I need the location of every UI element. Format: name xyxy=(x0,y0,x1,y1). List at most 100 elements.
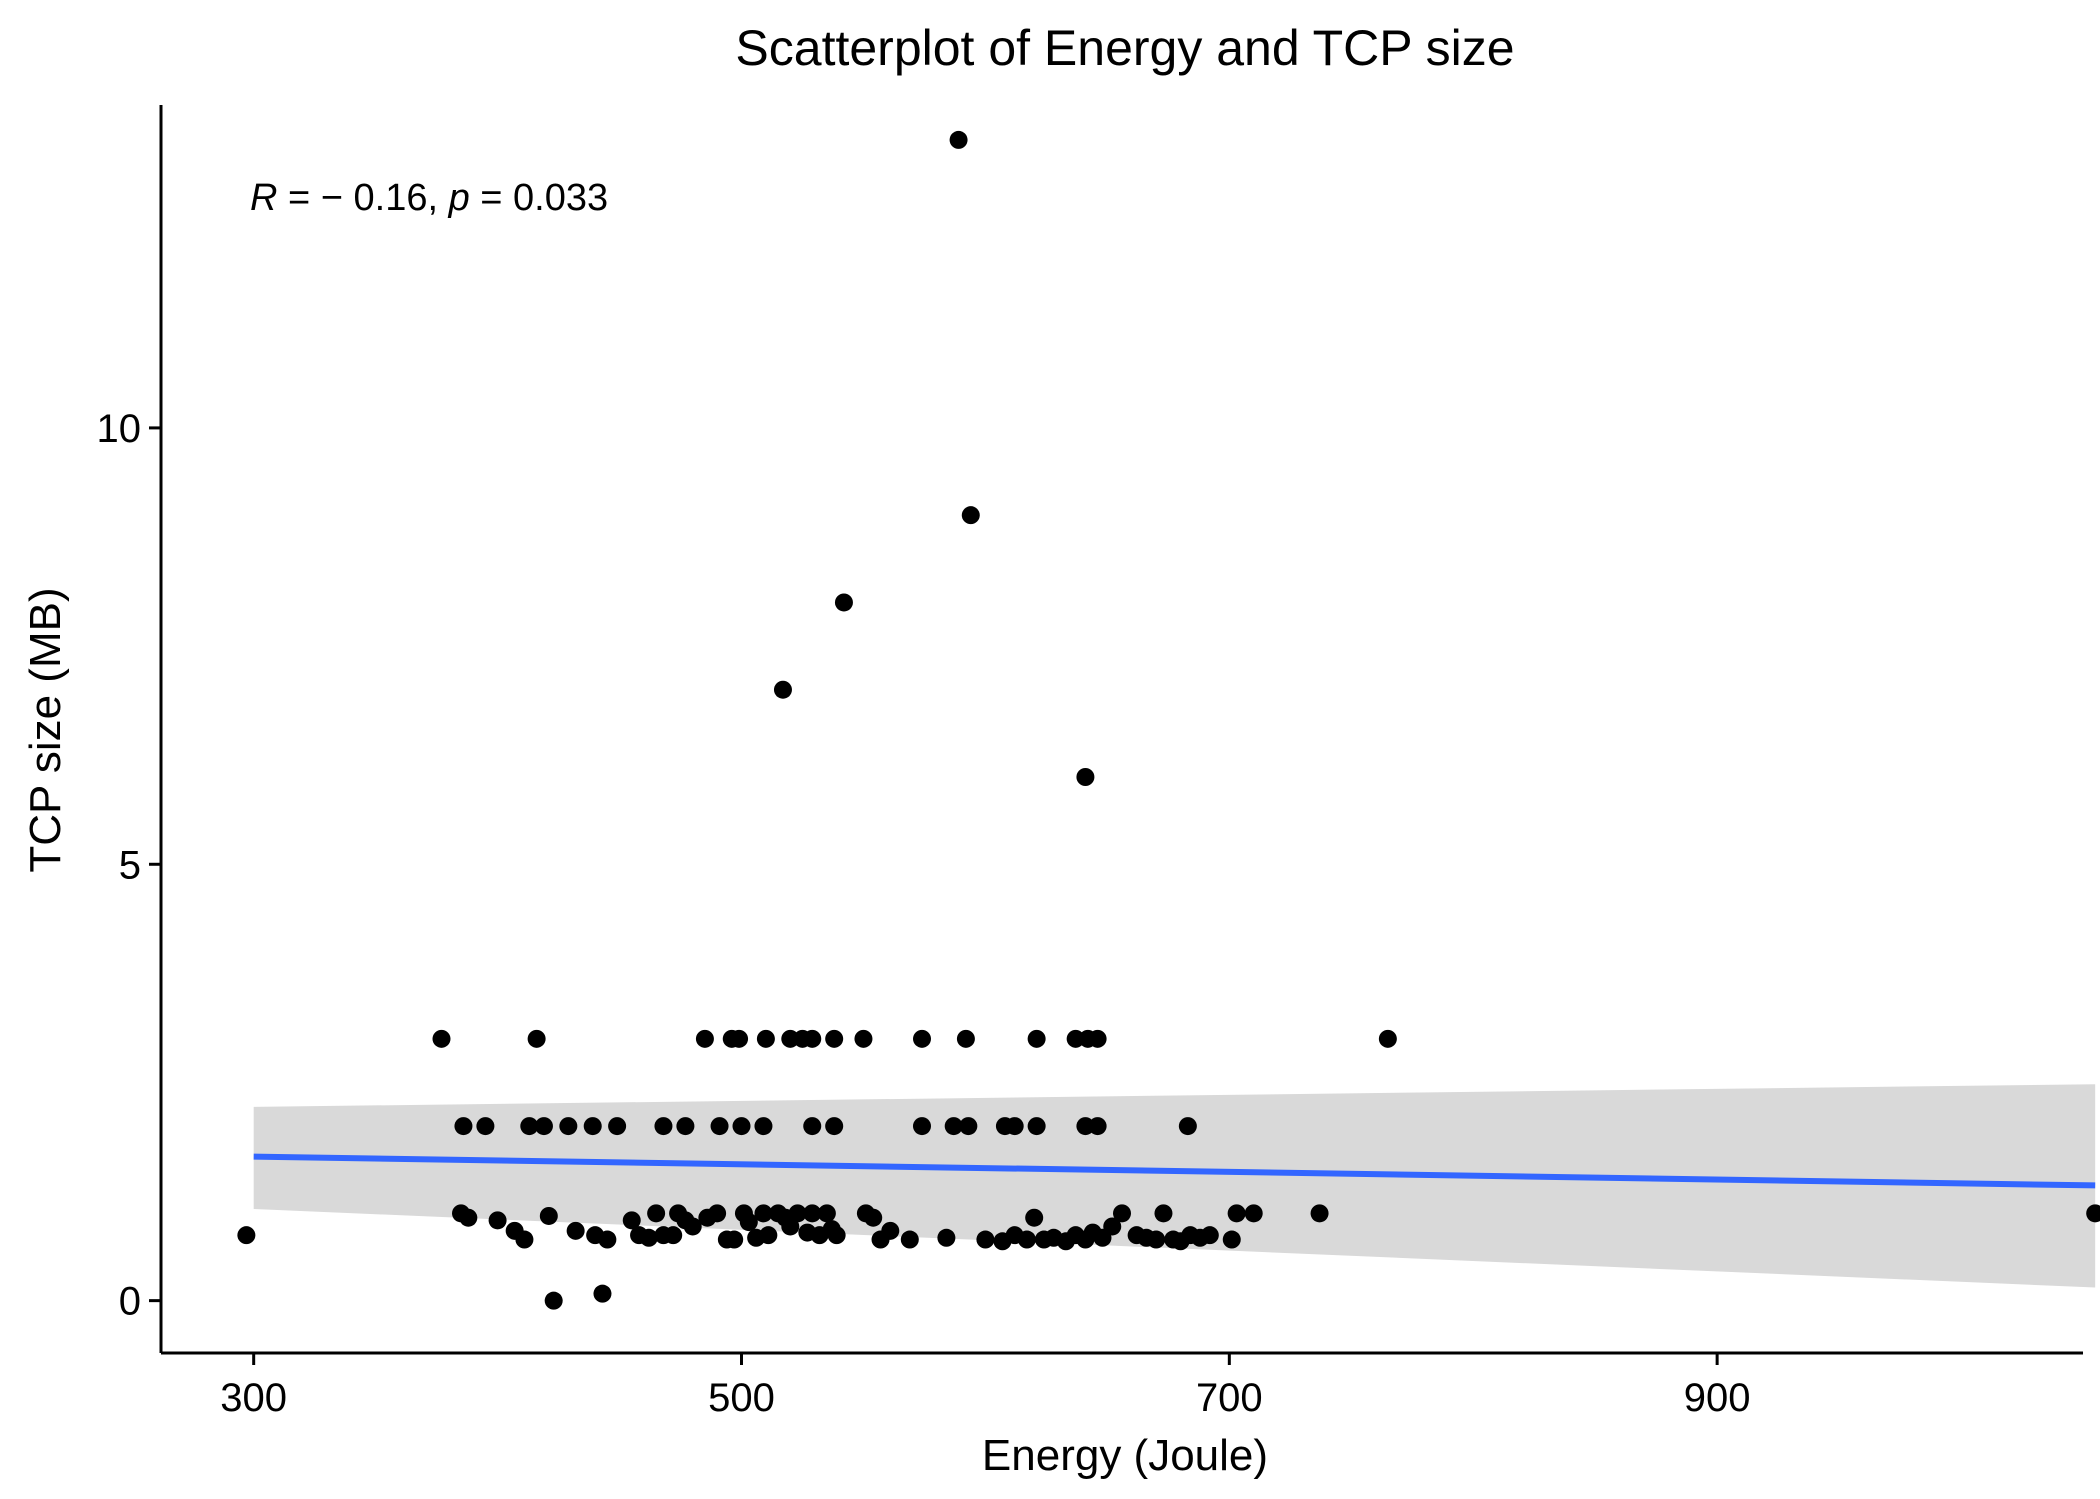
data-point xyxy=(1147,1230,1166,1249)
data-point xyxy=(2086,1204,2100,1223)
data-point xyxy=(1076,768,1095,786)
data-point xyxy=(539,1206,558,1225)
x-tick-label: 700 xyxy=(1196,1376,1263,1420)
data-point xyxy=(1027,1029,1046,1048)
correlation-annotation: R = − 0.16, p = 0.033 xyxy=(250,177,608,219)
data-point xyxy=(1113,1204,1131,1223)
p-value: = 0.033 xyxy=(470,177,608,219)
data-point xyxy=(937,1228,956,1247)
x-tick-label: 500 xyxy=(708,1376,775,1420)
data-point xyxy=(961,506,980,525)
data-point xyxy=(773,680,792,699)
p-symbol: p xyxy=(448,177,470,219)
data-point xyxy=(544,1291,563,1310)
data-point xyxy=(676,1117,695,1136)
data-point xyxy=(730,1029,749,1048)
regression-line-layer xyxy=(253,1153,2096,1189)
data-point xyxy=(598,1230,617,1249)
data-point xyxy=(683,1217,702,1236)
data-point xyxy=(959,1117,978,1136)
data-point xyxy=(825,1117,844,1136)
data-point xyxy=(976,1230,995,1249)
points-layer xyxy=(237,130,2100,1310)
data-point xyxy=(912,1117,931,1136)
data-point xyxy=(708,1204,727,1223)
data-point xyxy=(520,1117,539,1136)
data-point xyxy=(827,1226,846,1245)
data-point xyxy=(825,1029,844,1048)
data-point xyxy=(1227,1204,1246,1223)
data-point xyxy=(1378,1029,1397,1048)
data-point xyxy=(454,1117,473,1136)
data-point xyxy=(759,1226,778,1245)
data-point xyxy=(756,1029,775,1048)
data-point xyxy=(1025,1208,1044,1227)
y-tick-label: 10 xyxy=(97,407,142,451)
data-point xyxy=(695,1029,714,1048)
data-point xyxy=(1154,1204,1173,1223)
data-point xyxy=(459,1208,478,1227)
y-tick-label: 0 xyxy=(119,1280,141,1324)
y-axis-label: TCP size (MB) xyxy=(21,587,70,872)
data-point xyxy=(803,1029,822,1048)
x-tick-label: 300 xyxy=(220,1376,287,1420)
data-point xyxy=(639,1228,658,1247)
data-point xyxy=(803,1117,822,1136)
data-point xyxy=(739,1213,758,1232)
data-point xyxy=(622,1211,641,1230)
data-point xyxy=(732,1117,751,1136)
data-point xyxy=(1088,1029,1107,1048)
data-point xyxy=(608,1117,627,1136)
data-point xyxy=(949,130,968,149)
data-point xyxy=(754,1117,773,1136)
data-point xyxy=(834,593,853,612)
y-tick-label: 5 xyxy=(119,843,141,887)
data-point xyxy=(710,1117,729,1136)
data-point xyxy=(476,1117,495,1136)
data-point xyxy=(1178,1117,1197,1136)
data-point xyxy=(647,1204,666,1223)
data-point xyxy=(1027,1117,1046,1136)
data-point xyxy=(432,1029,451,1048)
data-point xyxy=(1088,1117,1107,1136)
data-point xyxy=(803,1204,822,1223)
data-point xyxy=(788,1204,807,1223)
data-point xyxy=(944,1117,963,1136)
regression-line xyxy=(253,1153,2096,1189)
confidence-band-layer xyxy=(253,1084,2096,1288)
data-point xyxy=(559,1117,578,1136)
data-point xyxy=(1310,1204,1329,1223)
data-point xyxy=(1005,1117,1024,1136)
data-point xyxy=(583,1117,602,1136)
data-point xyxy=(488,1211,507,1230)
data-point xyxy=(1222,1230,1241,1249)
data-point xyxy=(854,1029,873,1048)
x-axis-label: Energy (Joule) xyxy=(982,1431,1268,1480)
data-point xyxy=(817,1204,836,1223)
data-point xyxy=(566,1221,585,1240)
data-point xyxy=(1103,1217,1122,1236)
x-ticks: 300 500 700 900 xyxy=(220,1353,1751,1420)
data-point xyxy=(1244,1204,1263,1223)
x-tick-label: 900 xyxy=(1684,1376,1751,1420)
data-point xyxy=(1017,1230,1036,1249)
data-point xyxy=(912,1029,931,1048)
data-point xyxy=(593,1284,612,1303)
data-point xyxy=(754,1204,773,1223)
data-point xyxy=(900,1230,919,1249)
data-point xyxy=(725,1230,744,1249)
data-point xyxy=(515,1230,534,1249)
data-point xyxy=(654,1117,673,1136)
confidence-band xyxy=(253,1084,2096,1288)
r-symbol: R xyxy=(250,177,277,219)
y-ticks: 0 5 10 xyxy=(97,407,161,1324)
data-point xyxy=(534,1117,553,1136)
data-point xyxy=(864,1208,883,1227)
chart-title: Scatterplot of Energy and TCP size xyxy=(735,20,1514,76)
data-point xyxy=(527,1029,546,1048)
data-point xyxy=(1200,1226,1219,1245)
data-point xyxy=(781,1217,800,1236)
data-point xyxy=(956,1029,975,1048)
